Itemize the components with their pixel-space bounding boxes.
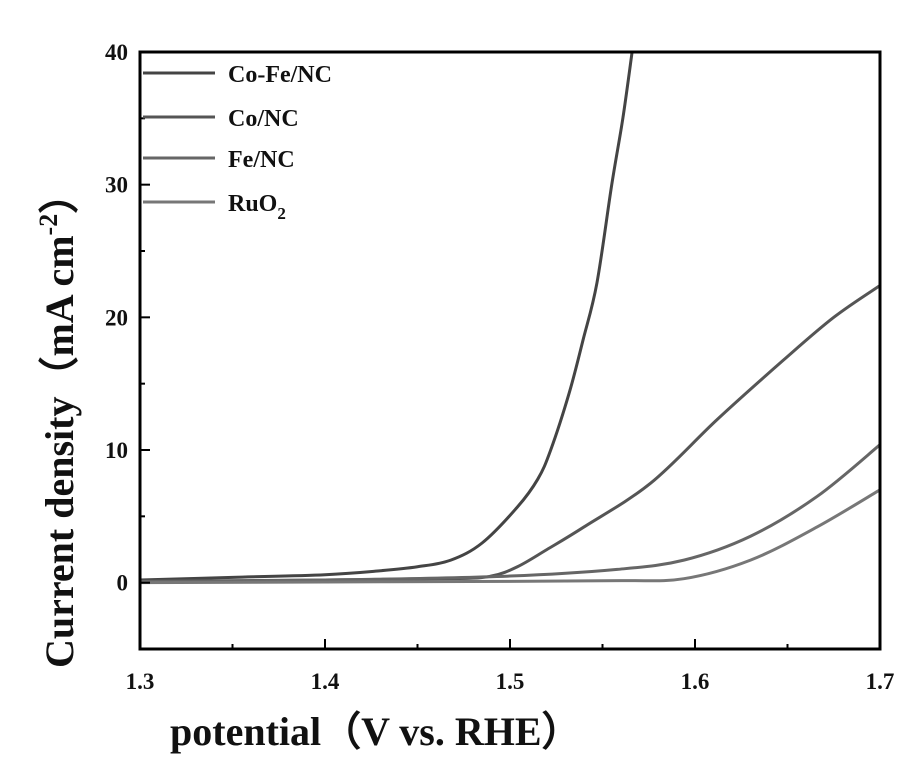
x-axis-title: potential（V vs. RHE） <box>170 709 582 754</box>
x-tick-labels: 1.3 1.4 1.5 1.6 1.7 <box>126 669 895 694</box>
legend-label-main: RuO <box>228 191 277 217</box>
axis-ticks <box>140 52 880 649</box>
x-tick-label: 1.4 <box>311 669 340 694</box>
lsv-chart: 1.3 1.4 1.5 1.6 1.7 0 10 20 30 40 Co-Fe/NC Co/NC F… <box>0 0 917 765</box>
y-axis-title: Current density（mA cm-2） <box>34 174 82 668</box>
y-tick-label: 20 <box>105 305 128 330</box>
y-axis-title-end: ） <box>37 174 82 214</box>
legend-label: Fe/NC <box>228 147 295 173</box>
series-line-1 <box>140 285 880 581</box>
x-tick-label: 1.7 <box>866 669 895 694</box>
x-tick-label: 1.6 <box>681 669 710 694</box>
legend-label-subscript: 2 <box>277 204 286 223</box>
legend-label: RuO2 <box>228 191 286 223</box>
y-tick-labels: 0 10 20 30 40 <box>105 40 128 596</box>
y-axis-title-main: Current density（mA cm <box>37 235 82 668</box>
y-tick-label: 40 <box>105 40 128 65</box>
plot-frame <box>140 52 880 649</box>
y-axis-title-superscript: -2 <box>34 214 63 236</box>
y-tick-label: 30 <box>105 173 128 198</box>
y-tick-label: 0 <box>117 571 129 596</box>
legend: Co-Fe/NC Co/NC Fe/NC RuO2 <box>143 62 332 223</box>
legend-label: Co/NC <box>228 106 299 132</box>
y-tick-label: 10 <box>105 438 128 463</box>
x-tick-label: 1.3 <box>126 669 155 694</box>
series-line-0 <box>140 52 632 580</box>
series-line-2 <box>140 445 880 582</box>
legend-label: Co-Fe/NC <box>228 62 332 88</box>
x-tick-label: 1.5 <box>496 669 525 694</box>
